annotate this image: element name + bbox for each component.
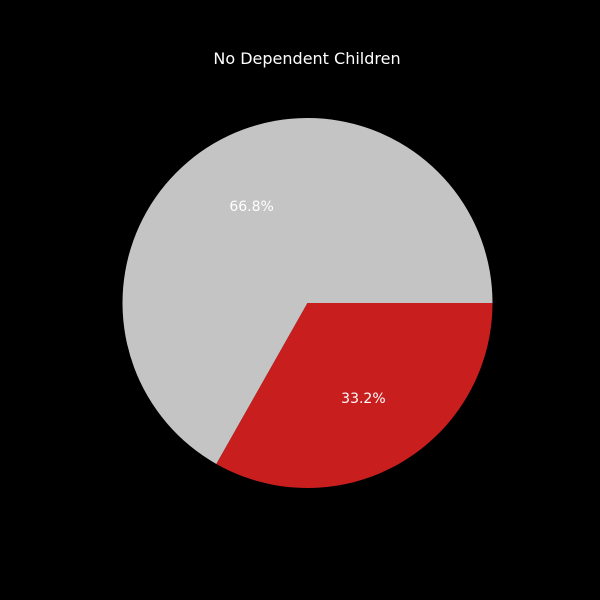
pie-slice-2 xyxy=(216,303,493,489)
pie-slice-label-1: 66.8% xyxy=(229,199,273,215)
pie-slice-labels: 66.8% 33.2% xyxy=(229,199,385,407)
pie-slice-label-2: 33.2% xyxy=(341,391,385,407)
pie-slices xyxy=(122,118,493,489)
pie-slice-1 xyxy=(122,118,493,464)
chart-title: No Dependent Children xyxy=(213,49,400,68)
